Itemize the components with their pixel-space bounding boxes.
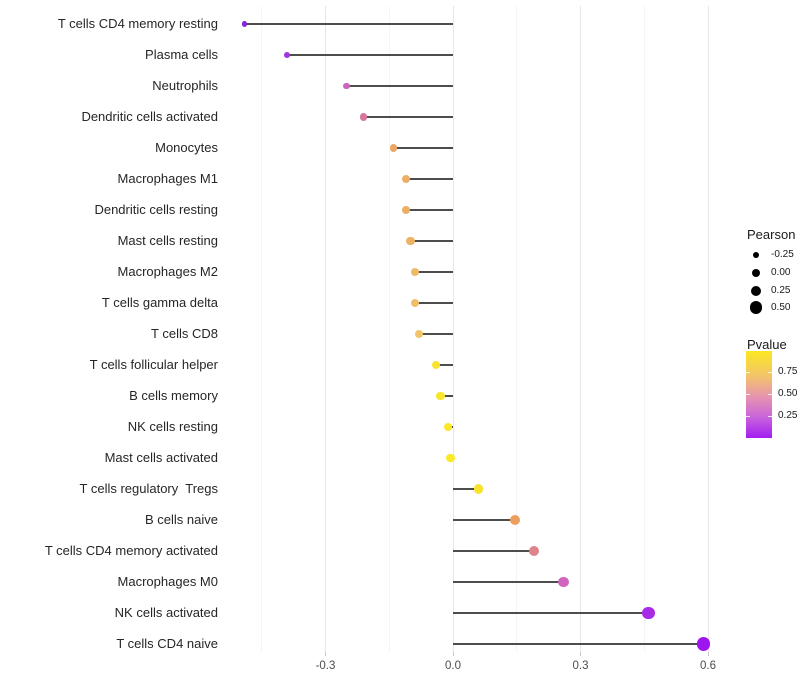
lollipop-stem: [453, 488, 479, 490]
lollipop-dot: [389, 144, 398, 152]
size-legend-value: 0.50: [771, 301, 791, 313]
category-label: Mast cells resting: [117, 233, 218, 248]
pvalue-gradient-tick: [746, 394, 750, 395]
pvalue-legend-tick-label: 0.75: [778, 366, 798, 377]
category-label: Dendritic cells activated: [81, 109, 218, 124]
pvalue-gradient-tick: [768, 394, 772, 395]
lollipop-stem: [440, 395, 453, 397]
lollipop-dot: [509, 515, 520, 525]
category-label: T cells CD4 memory activated: [44, 543, 218, 558]
category-label: Macrophages M0: [117, 574, 218, 589]
lollipop-stem: [287, 54, 453, 56]
size-legend-dot: [751, 268, 761, 278]
lollipop-stem: [453, 612, 649, 614]
category-label: Monocytes: [155, 140, 218, 155]
lollipop-stem: [453, 519, 515, 521]
lollipop-stem: [363, 116, 453, 118]
category-label: Mast cells activated: [104, 450, 218, 465]
lollipop-stem: [453, 550, 534, 552]
category-label: B cells memory: [129, 388, 218, 403]
category-label: T cells gamma delta: [101, 295, 218, 310]
lollipop-dot: [284, 52, 291, 58]
pvalue-gradient-tick: [768, 372, 772, 373]
size-legend-dot: [752, 251, 760, 259]
x-axis-tick-label: 0.0: [445, 660, 461, 672]
lollipop-stem: [406, 209, 453, 211]
lollipop-dot: [360, 113, 368, 121]
lollipop-dot: [343, 82, 351, 90]
x-axis-tick: [325, 652, 326, 656]
lollipop-dot: [410, 298, 419, 308]
pvalue-gradient-tick: [746, 372, 750, 373]
lollipop-dot: [402, 206, 411, 214]
grid-minor-line: [388, 6, 390, 652]
lollipop-stem: [436, 364, 453, 366]
category-label: NK cells resting: [127, 419, 218, 434]
lollipop-dot: [528, 545, 539, 557]
pvalue-legend-tick-label: 0.50: [778, 388, 798, 399]
lollipop-dot: [414, 329, 424, 339]
category-label: T cells regulatory Tregs: [79, 481, 218, 496]
size-legend-dot: [749, 301, 763, 314]
grid-major-line: [580, 6, 581, 652]
lollipop-stem: [453, 581, 564, 583]
grid-minor-line: [643, 6, 645, 652]
grid-major-line: [707, 6, 709, 652]
pvalue-gradient-tick: [768, 416, 772, 417]
lollipop-dot: [402, 175, 411, 183]
lollipop-stem: [410, 240, 453, 242]
lollipop-dot: [431, 360, 441, 370]
size-legend-value: -0.25: [771, 249, 794, 260]
x-axis-tick-label: 0.6: [700, 660, 716, 672]
lollipop-dot: [697, 637, 711, 651]
size-legend-value: 0.00: [771, 267, 791, 278]
size-legend-dot: [750, 285, 762, 297]
lollipop-dot: [406, 236, 415, 246]
pvalue-gradient-bar: [746, 351, 772, 438]
lollipop-dot: [473, 484, 484, 494]
category-label: Dendritic cells resting: [94, 202, 218, 217]
lollipop-stem: [244, 23, 453, 25]
x-axis-tick-label: 0.3: [572, 660, 589, 672]
grid-major-line: [452, 6, 454, 652]
pvalue-gradient-tick: [746, 416, 750, 417]
size-legend-title: Pearson: [747, 227, 796, 242]
category-label: Plasma cells: [145, 47, 218, 62]
category-label: NK cells activated: [114, 605, 218, 620]
category-label: Macrophages M1: [117, 171, 218, 186]
lollipop-dot: [446, 453, 455, 463]
grid-major-line: [325, 6, 326, 652]
lollipop-stem: [393, 147, 453, 149]
lollipop-dot: [435, 391, 445, 401]
lollipop-dot: [242, 21, 248, 27]
grid-minor-line: [516, 6, 518, 652]
lollipop-stem: [414, 271, 453, 273]
x-axis-tick: [452, 652, 454, 656]
category-label: T cells follicular helper: [89, 357, 218, 372]
lollipop-dot: [443, 422, 453, 432]
pvalue-legend-tick-label: 0.25: [778, 410, 798, 421]
lollipop-dot: [642, 606, 655, 620]
x-axis-tick: [580, 652, 581, 656]
category-label: B cells naive: [145, 512, 218, 527]
lollipop-stem: [419, 333, 453, 335]
color-legend-title: Pvalue: [747, 337, 787, 352]
x-axis-tick: [707, 652, 709, 656]
size-legend-value: 0.25: [771, 285, 791, 296]
category-label: T cells CD4 memory resting: [57, 16, 218, 31]
lollipop-stem: [406, 178, 453, 180]
category-label: Macrophages M2: [117, 264, 218, 279]
lollipop-dot: [558, 576, 569, 588]
lollipop-stem: [414, 302, 453, 304]
category-label: Neutrophils: [152, 78, 218, 93]
category-label: T cells CD8: [151, 326, 218, 341]
x-axis-tick-label: -0.3: [315, 660, 336, 672]
lollipop-stem: [453, 643, 704, 645]
grid-minor-line: [261, 6, 263, 652]
category-label: T cells CD4 naive: [116, 636, 218, 651]
lollipop-stem: [346, 85, 453, 87]
lollipop-dot: [410, 267, 419, 277]
